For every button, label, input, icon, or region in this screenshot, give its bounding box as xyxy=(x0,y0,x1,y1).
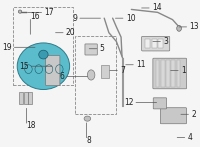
FancyBboxPatch shape xyxy=(153,58,187,89)
Text: 17: 17 xyxy=(44,8,54,17)
Bar xyxy=(19,92,23,104)
Text: 5: 5 xyxy=(100,44,104,53)
Text: 10: 10 xyxy=(126,14,135,23)
Text: 19: 19 xyxy=(2,43,12,52)
Text: 2: 2 xyxy=(191,110,196,119)
Text: 16: 16 xyxy=(30,12,40,21)
Ellipse shape xyxy=(39,50,48,59)
Ellipse shape xyxy=(18,10,22,13)
Text: 11: 11 xyxy=(136,60,146,69)
Text: 18: 18 xyxy=(27,121,36,130)
FancyBboxPatch shape xyxy=(160,108,187,124)
Text: 14: 14 xyxy=(152,4,162,12)
Bar xyxy=(75,36,116,114)
Text: 9: 9 xyxy=(72,14,77,23)
Bar xyxy=(156,60,159,87)
Bar xyxy=(158,39,163,48)
Text: 7: 7 xyxy=(120,66,125,75)
Bar xyxy=(161,60,165,87)
Text: 12: 12 xyxy=(124,98,133,107)
Text: 8: 8 xyxy=(86,136,91,145)
Bar xyxy=(166,60,170,87)
Bar xyxy=(171,60,175,87)
Bar xyxy=(101,65,109,78)
Text: 4: 4 xyxy=(187,133,192,142)
Bar xyxy=(28,92,32,104)
FancyBboxPatch shape xyxy=(142,36,170,51)
Text: 1: 1 xyxy=(181,66,186,75)
FancyBboxPatch shape xyxy=(153,98,167,109)
Ellipse shape xyxy=(87,70,95,80)
Ellipse shape xyxy=(84,116,91,121)
Text: 13: 13 xyxy=(189,22,199,31)
Text: 6: 6 xyxy=(59,72,64,81)
FancyBboxPatch shape xyxy=(46,56,60,86)
Bar xyxy=(152,39,157,48)
Bar xyxy=(145,39,150,48)
Bar xyxy=(177,60,180,87)
FancyBboxPatch shape xyxy=(85,44,97,55)
Bar xyxy=(24,92,28,104)
Ellipse shape xyxy=(17,43,70,90)
Text: 3: 3 xyxy=(163,37,168,46)
Bar xyxy=(13,6,73,85)
Text: 15: 15 xyxy=(19,62,28,71)
Text: 20: 20 xyxy=(66,28,75,37)
Ellipse shape xyxy=(177,25,181,31)
